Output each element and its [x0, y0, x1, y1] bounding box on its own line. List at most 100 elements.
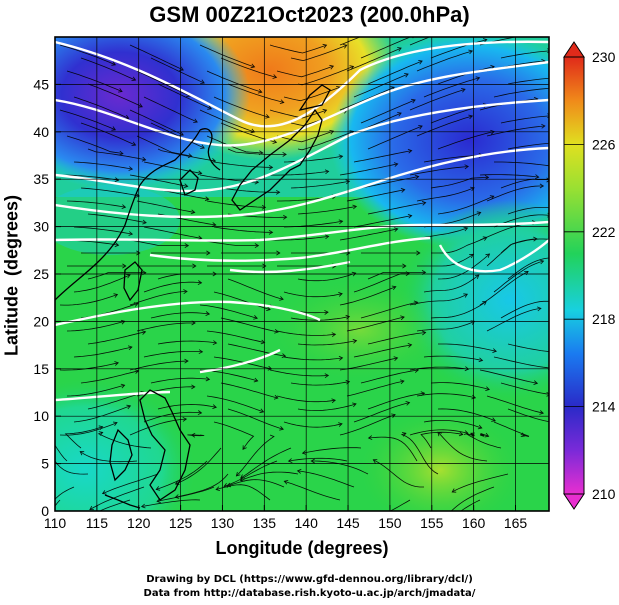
streamline: [297, 340, 357, 346]
streamline-arrowhead: [345, 379, 351, 385]
streamline: [416, 393, 476, 399]
streamline-arrowhead: [254, 243, 260, 249]
streamline-arrowhead: [128, 231, 134, 236]
streamline: [129, 291, 188, 306]
streamline: [416, 115, 473, 137]
streamline-arrowhead: [452, 513, 455, 517]
streamline: [80, 122, 136, 146]
streamline-arrowhead: [197, 170, 203, 176]
streamline-arrowhead: [489, 195, 495, 200]
streamline: [150, 377, 210, 384]
streamline: [283, 356, 343, 361]
streamline-arrowhead: [468, 49, 474, 55]
x-tick-label: 160: [462, 515, 486, 531]
streamline: [269, 171, 329, 176]
streamline-arrowhead: [421, 330, 427, 336]
streamline-arrowhead: [262, 263, 267, 269]
streamline: [367, 202, 426, 215]
streamline: [150, 122, 205, 149]
x-tick-label: 155: [420, 515, 444, 531]
streamline-arrowhead: [122, 263, 127, 269]
streamline: [73, 346, 132, 358]
y-tick-label: 10: [33, 408, 49, 424]
streamline-arrowhead: [405, 401, 411, 406]
streamline: [79, 451, 138, 463]
streamline-arrowhead: [520, 432, 526, 437]
streamline-arrowhead: [491, 417, 496, 422]
streamline-arrowhead: [281, 353, 287, 358]
streamline: [353, 402, 410, 423]
streamline: [423, 355, 483, 361]
streamline-arrowhead: [274, 329, 279, 334]
streamline: [409, 37, 431, 46]
streamline: [129, 239, 189, 246]
streamline-arrowhead: [413, 300, 419, 306]
streamline-arrowhead: [275, 189, 281, 195]
streamline-arrowhead: [127, 345, 133, 351]
streamline: [199, 304, 258, 319]
credit-line-2: Data from http://database.rish.kyoto-u.a…: [143, 588, 476, 599]
streamline-arrowhead: [407, 343, 413, 348]
streamline: [500, 300, 549, 319]
streamline-arrowhead: [287, 458, 293, 463]
streamline: [283, 421, 343, 428]
streamline-arrowhead: [401, 432, 407, 437]
streamline-arrowhead: [541, 123, 546, 129]
streamline-arrowhead: [338, 355, 344, 361]
streamline-arrowhead: [324, 169, 330, 175]
streamline-arrowhead: [550, 141, 554, 145]
streamline: [431, 237, 487, 254]
streamline-arrowhead: [212, 340, 218, 345]
streamline-arrowhead: [534, 32, 538, 36]
streamline-arrowhead: [463, 226, 469, 232]
streamline-arrowhead: [537, 306, 542, 312]
streamline-arrowhead: [533, 236, 538, 242]
streamline: [486, 185, 544, 202]
streamline: [409, 429, 469, 436]
streamline-arrowhead: [272, 74, 278, 79]
streamline: [437, 408, 496, 422]
streamline: [276, 130, 334, 143]
streamline-arrowhead: [482, 236, 488, 241]
y-axis-title: Latitude (degrees): [1, 194, 22, 357]
streamline: [199, 239, 259, 246]
streamline-arrowhead: [126, 404, 132, 410]
streamline-arrowhead: [546, 177, 549, 183]
streamline-arrowhead: [324, 234, 330, 240]
streamline-arrowhead: [418, 125, 423, 130]
streamline-arrowhead: [301, 450, 307, 455]
streamline-arrowhead: [458, 431, 464, 437]
streamline-arrowhead: [121, 204, 127, 209]
streamline: [64, 426, 103, 449]
streamline: [367, 392, 425, 410]
streamline: [143, 226, 202, 239]
streamline-arrowhead: [416, 250, 421, 256]
streamline-arrowhead: [112, 421, 118, 427]
streamline: [227, 479, 285, 488]
streamline: [213, 226, 273, 233]
colorbar-gradient: [563, 56, 585, 495]
streamline-arrowhead: [155, 486, 161, 491]
streamline-arrowhead: [482, 38, 488, 43]
streamline-arrowhead: [183, 289, 188, 295]
streamline-arrowhead: [114, 242, 120, 248]
streamline-arrowhead: [187, 153, 193, 158]
streamline: [297, 131, 354, 151]
colorbar-bottom-arrow: [563, 493, 585, 510]
streamline-arrowhead: [475, 76, 481, 81]
streamline-arrowhead: [539, 183, 545, 189]
streamline-arrowhead: [128, 166, 134, 171]
streamline: [220, 187, 280, 193]
streamline: [129, 174, 188, 187]
streamline: [416, 187, 475, 202]
streamline: [55, 499, 61, 507]
streamline: [276, 65, 334, 78]
streamline: [339, 286, 396, 306]
streamline-arrowhead: [242, 445, 247, 450]
streamline: [430, 382, 490, 390]
streamline-arrowhead: [254, 179, 260, 185]
streamline: [97, 432, 152, 449]
streamline-arrowhead: [205, 376, 211, 382]
streamline: [136, 70, 191, 97]
